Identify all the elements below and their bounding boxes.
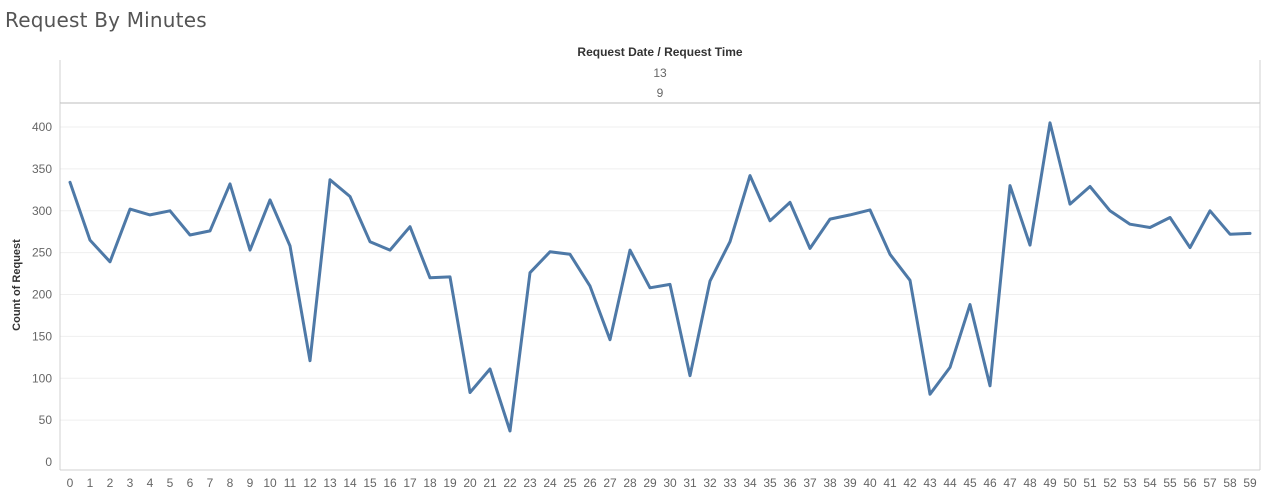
x-tick-label: 11 bbox=[284, 476, 297, 490]
x-tick-label: 36 bbox=[783, 476, 797, 490]
y-tick-label: 0 bbox=[45, 455, 52, 469]
x-tick-label: 52 bbox=[1103, 476, 1117, 490]
x-tick-label: 46 bbox=[983, 476, 997, 490]
x-tick-label: 6 bbox=[187, 476, 194, 490]
x-tick-label: 22 bbox=[503, 476, 517, 490]
x-tick-label: 57 bbox=[1203, 476, 1217, 490]
x-tick-label: 49 bbox=[1043, 476, 1057, 490]
x-tick-label: 10 bbox=[263, 476, 277, 490]
x-tick-label: 43 bbox=[923, 476, 937, 490]
x-tick-label: 5 bbox=[167, 476, 174, 490]
x-tick-label: 12 bbox=[303, 476, 317, 490]
y-tick-label: 300 bbox=[32, 204, 52, 218]
x-tick-label: 21 bbox=[483, 476, 497, 490]
y-tick-label: 50 bbox=[39, 413, 53, 427]
y-axis-label: Count of Request bbox=[11, 239, 23, 331]
x-tick-label: 13 bbox=[323, 476, 337, 490]
x-tick-label: 48 bbox=[1023, 476, 1037, 490]
x-tick-label: 20 bbox=[463, 476, 477, 490]
x-tick-label: 19 bbox=[443, 476, 457, 490]
x-tick-label: 56 bbox=[1183, 476, 1197, 490]
x-tick-label: 34 bbox=[743, 476, 757, 490]
x-tick-label: 2 bbox=[107, 476, 114, 490]
x-tick-label: 59 bbox=[1243, 476, 1257, 490]
x-tick-label: 31 bbox=[683, 476, 697, 490]
x-tick-label: 26 bbox=[583, 476, 597, 490]
x-tick-label: 35 bbox=[763, 476, 777, 490]
x-tick-label: 24 bbox=[543, 476, 557, 490]
x-tick-label: 33 bbox=[723, 476, 737, 490]
x-tick-label: 58 bbox=[1223, 476, 1237, 490]
x-tick-label: 18 bbox=[423, 476, 437, 490]
y-tick-label: 200 bbox=[32, 288, 52, 302]
x-tick-label: 16 bbox=[383, 476, 397, 490]
request-time-value: 9 bbox=[656, 86, 664, 100]
x-tick-label: 44 bbox=[943, 476, 957, 490]
x-tick-label: 27 bbox=[603, 476, 617, 490]
x-tick-label: 41 bbox=[883, 476, 897, 490]
x-tick-label: 51 bbox=[1083, 476, 1097, 490]
x-tick-label: 8 bbox=[227, 476, 234, 490]
x-tick-label: 37 bbox=[803, 476, 817, 490]
x-tick-label: 50 bbox=[1063, 476, 1077, 490]
x-tick-label: 32 bbox=[703, 476, 717, 490]
y-tick-label: 350 bbox=[32, 162, 52, 176]
x-tick-label: 38 bbox=[823, 476, 837, 490]
x-tick-label: 53 bbox=[1123, 476, 1137, 490]
y-tick-label: 250 bbox=[32, 246, 52, 260]
x-tick-label: 14 bbox=[343, 476, 357, 490]
x-tick-label: 54 bbox=[1143, 476, 1157, 490]
request-date-value: 13 bbox=[653, 66, 667, 80]
x-tick-label: 29 bbox=[643, 476, 657, 490]
column-header-title: Request Date / Request Time bbox=[577, 45, 743, 59]
x-tick-label: 4 bbox=[147, 476, 154, 490]
x-tick-label: 40 bbox=[863, 476, 877, 490]
x-tick-label: 42 bbox=[903, 476, 917, 490]
x-tick-label: 17 bbox=[403, 476, 417, 490]
x-tick-label: 15 bbox=[363, 476, 377, 490]
y-tick-label: 400 bbox=[32, 120, 52, 134]
x-tick-label: 9 bbox=[247, 476, 254, 490]
x-tick-label: 55 bbox=[1163, 476, 1177, 490]
x-tick-label: 25 bbox=[563, 476, 577, 490]
x-tick-label: 7 bbox=[207, 476, 214, 490]
x-tick-label: 30 bbox=[663, 476, 677, 490]
x-tick-label: 23 bbox=[523, 476, 537, 490]
series-line bbox=[68, 121, 1252, 433]
x-tick-label: 3 bbox=[127, 476, 134, 490]
x-tick-label: 1 bbox=[87, 476, 94, 490]
chart-title: Request By Minutes bbox=[5, 8, 207, 32]
y-tick-label: 150 bbox=[32, 329, 52, 343]
x-tick-label: 47 bbox=[1003, 476, 1017, 490]
x-tick-label: 39 bbox=[843, 476, 857, 490]
x-tick-label: 0 bbox=[67, 476, 74, 490]
y-tick-label: 100 bbox=[32, 371, 52, 385]
x-tick-label: 28 bbox=[623, 476, 637, 490]
x-tick-label: 45 bbox=[963, 476, 977, 490]
